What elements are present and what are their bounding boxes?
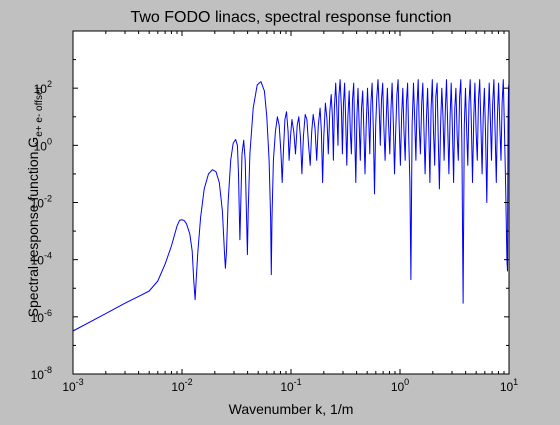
- x-tick-label: 10-3: [62, 377, 83, 394]
- y-tick-label: 10-4: [31, 251, 52, 268]
- y-tick-exponent: -2: [44, 194, 52, 204]
- x-tick-exponent: -3: [76, 377, 84, 387]
- series-line-0: [72, 79, 510, 332]
- y-tick-exponent: 2: [47, 79, 52, 89]
- x-axis-ticks: [72, 31, 510, 374]
- y-axis-label: Spectral response function Ge+ e- offset: [25, 86, 45, 317]
- x-tick-label: 10-1: [280, 377, 301, 394]
- x-tick-base: 10: [171, 380, 185, 394]
- y-tick-exponent: 0: [47, 136, 52, 146]
- x-tick-exponent: 1: [513, 377, 518, 387]
- x-tick-base: 10: [500, 380, 514, 394]
- x-tick-base: 10: [62, 380, 76, 394]
- x-tick-exponent: 0: [404, 377, 409, 387]
- y-tick-exponent: -6: [44, 308, 52, 318]
- y-tick-label: 10-8: [31, 365, 52, 382]
- y-tick-label: 100: [34, 136, 52, 153]
- x-axis-tick-labels: 10-3 10-2 10-1 100 101: [62, 377, 518, 394]
- x-tick-label: 10-2: [171, 377, 192, 394]
- y-tick-exponent: -8: [44, 365, 52, 375]
- y-tick-base: 10: [31, 197, 45, 211]
- y-tick-base: 10: [34, 82, 48, 96]
- y-axis-label-main: Spectral response function G: [25, 137, 41, 318]
- y-tick-base: 10: [34, 139, 48, 153]
- plot-area: [73, 31, 509, 374]
- y-tick-exponent: -4: [44, 251, 52, 261]
- chart-title: Two FODO linacs, spectral response funct…: [130, 9, 451, 26]
- x-tick-label: 100: [391, 377, 409, 394]
- y-tick-label: 102: [34, 79, 52, 96]
- y-axis-label-subscript: e+ e- offset: [34, 86, 45, 136]
- x-axis-label: Wavenumber k, 1/m: [229, 401, 354, 417]
- y-tick-label: 10-6: [31, 308, 52, 325]
- x-tick-base: 10: [391, 380, 405, 394]
- x-tick-exponent: -1: [294, 377, 302, 387]
- x-tick-base: 10: [280, 380, 294, 394]
- y-tick-label: 10-2: [31, 194, 52, 211]
- y-tick-base: 10: [31, 368, 45, 382]
- x-tick-label: 101: [500, 377, 518, 394]
- x-tick-exponent: -2: [185, 377, 193, 387]
- y-tick-base: 10: [31, 254, 45, 268]
- y-tick-base: 10: [31, 311, 45, 325]
- y-axis-ticks: [73, 30, 509, 375]
- series-layer: [72, 79, 510, 332]
